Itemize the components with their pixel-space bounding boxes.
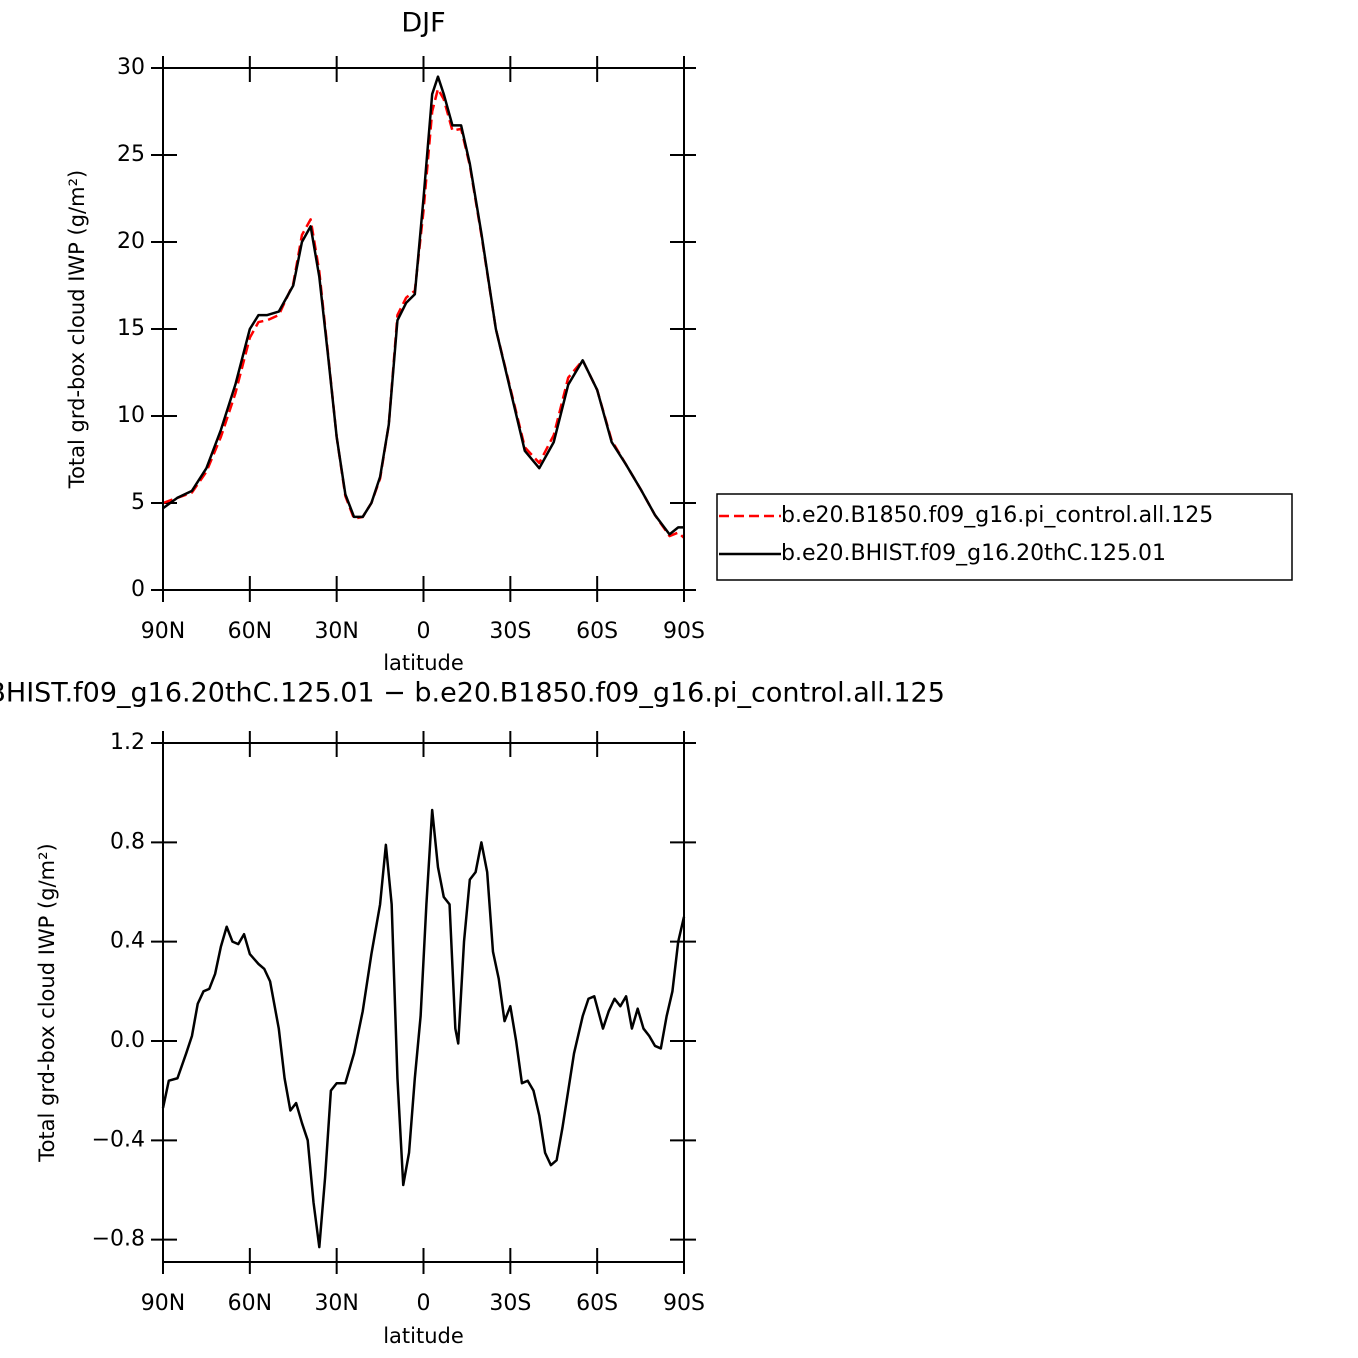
y-tick-label: 0.0 [110, 1028, 145, 1053]
y-axis-label: Total grd-box cloud IWP (g/m²) [65, 170, 89, 489]
y-tick-label: −0.8 [92, 1227, 145, 1252]
y-axis-label: Total grd-box cloud IWP (g/m²) [35, 843, 59, 1162]
x-tick-label: 60N [228, 1291, 272, 1316]
x-tick-label: 0 [417, 1291, 431, 1316]
plot-frame [162, 742, 685, 1263]
y-tick-label: 10 [117, 403, 145, 428]
chart-title: b.e20.BHIST.f09_g16.20thC.125.01 − b.e20… [0, 678, 945, 709]
data-line [161, 808, 686, 1249]
y-tick-label: 5 [131, 490, 145, 515]
legend-label: b.e20.B1850.f09_g16.pi_control.all.125 [781, 503, 1213, 528]
legend-label: b.e20.BHIST.f09_g16.20thC.125.01 [781, 541, 1166, 566]
x-tick-label: 30N [314, 619, 358, 644]
y-tick-label: 0 [131, 577, 145, 602]
y-tick-label: 20 [117, 229, 145, 254]
y-tick-label: 0.4 [110, 929, 145, 954]
x-tick-label: 90S [663, 619, 705, 644]
chart-title: DJF [401, 8, 445, 39]
x-tick-label: 30S [489, 619, 531, 644]
x-tick-label: 60S [576, 1291, 618, 1316]
x-axis-label: latitude [383, 651, 464, 675]
x-tick-label: 90S [663, 1291, 705, 1316]
y-tick-label: 1.2 [110, 730, 145, 755]
legend-box [716, 493, 1293, 581]
x-tick-label: 30S [489, 1291, 531, 1316]
x-tick-label: 60N [228, 619, 272, 644]
y-tick-label: −0.4 [92, 1127, 145, 1152]
x-tick-label: 30N [314, 1291, 358, 1316]
x-tick-label: 60S [576, 619, 618, 644]
y-tick-label: 25 [117, 142, 145, 167]
data-line [162, 75, 684, 536]
plot-frame [162, 67, 685, 591]
y-tick-label: 30 [117, 55, 145, 80]
data-line [162, 87, 685, 539]
x-tick-label: 90N [141, 619, 185, 644]
x-tick-label: 90N [141, 1291, 185, 1316]
y-tick-label: 0.8 [110, 829, 145, 854]
x-axis-label: latitude [383, 1324, 464, 1348]
x-tick-label: 0 [417, 619, 431, 644]
y-tick-label: 15 [117, 316, 145, 341]
